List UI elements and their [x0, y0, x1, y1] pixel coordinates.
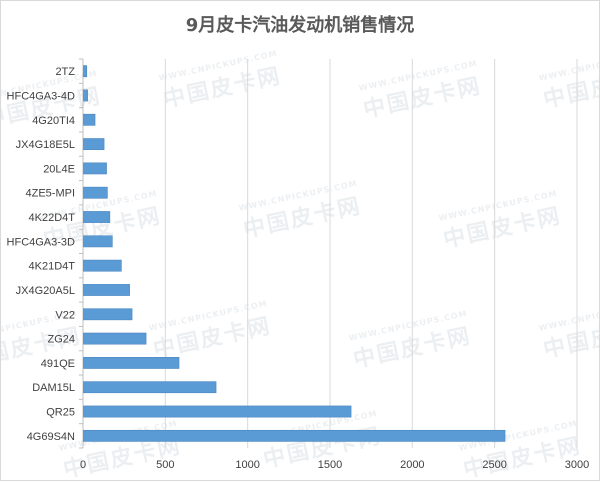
bar [83, 308, 133, 321]
y-tick-label: 4K22D4T [29, 212, 76, 224]
bar [83, 211, 111, 223]
y-tick-label: 491QE [41, 358, 75, 370]
bar [83, 113, 96, 126]
bar [83, 186, 108, 199]
bar [83, 405, 352, 418]
bar [83, 381, 217, 394]
bar [83, 89, 88, 102]
bar [83, 162, 107, 175]
y-tick-label: 4G20TI4 [32, 115, 75, 127]
bar [83, 284, 130, 296]
x-tick-label: 500 [156, 459, 174, 471]
y-tick-label: JX4G20A5L [16, 285, 75, 297]
y-tick-label: DAM15L [32, 382, 75, 394]
bar [83, 429, 506, 442]
y-tick-label: 4ZE5-MPI [25, 188, 75, 200]
bar [83, 357, 180, 369]
x-tick-label: 0 [80, 459, 86, 471]
y-tick-label: JX4G18E5L [16, 139, 75, 151]
y-tick-label: 4G69S4N [27, 431, 75, 443]
x-tick-label: 2500 [482, 459, 506, 471]
y-tick-label: 4K21D4T [29, 261, 76, 273]
bar [83, 259, 122, 272]
x-tick-label: 1500 [318, 459, 342, 471]
bar [83, 235, 113, 248]
y-tick-label: 2TZ [55, 66, 75, 78]
y-tick-label: V22 [55, 309, 75, 321]
x-tick-label: 1000 [235, 459, 259, 471]
y-tick-label: HFC4GA3-3D [7, 236, 76, 248]
bar [83, 65, 88, 78]
y-tick-label: HFC4GA3-4D [7, 90, 76, 102]
y-tick-label: 20L4E [43, 163, 75, 175]
bar [83, 332, 147, 345]
y-tick-label: QR25 [46, 407, 75, 419]
x-tick-label: 3000 [565, 459, 589, 471]
x-tick-label: 2000 [400, 459, 424, 471]
chart-title: 9月皮卡汽油发动机销售情况 [185, 15, 415, 36]
bar [83, 138, 105, 150]
y-tick-label: ZG24 [47, 334, 75, 346]
